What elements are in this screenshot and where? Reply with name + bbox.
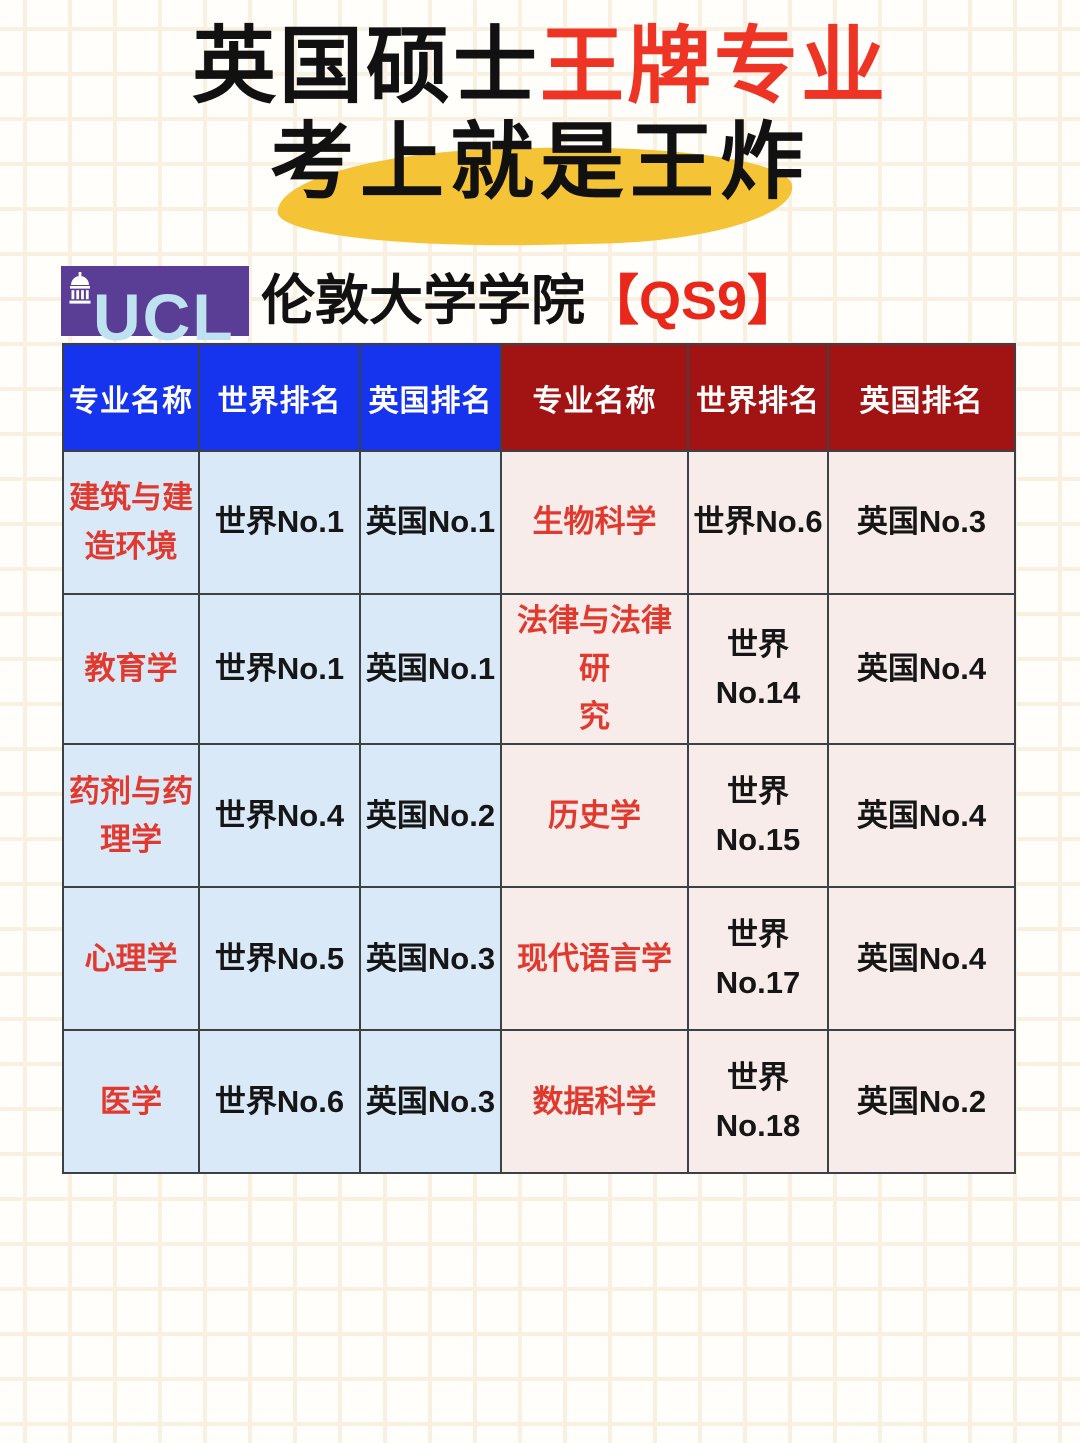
major-cell: 数据科学	[500, 1029, 689, 1175]
uk-rank-cell: 英国No.4	[827, 886, 1016, 1032]
header-major-left: 专业名称	[62, 343, 200, 452]
major-cell: 药剂与药 理学	[62, 743, 200, 889]
major-cell: 心理学	[62, 886, 200, 1032]
major-cell: 建筑与建 造环境	[62, 450, 200, 595]
world-rank-cell: 世界No.1	[198, 450, 361, 595]
world-rank-cell: 世界No.4	[198, 743, 361, 889]
uk-rank-cell: 英国No.2	[359, 743, 502, 889]
world-rank-cell: 世界No.5	[198, 886, 361, 1032]
header-world-right: 世界排名	[687, 343, 829, 452]
header-world-left: 世界排名	[198, 343, 361, 452]
title-red-part: 王牌专业	[540, 19, 889, 113]
uk-rank-cell: 英国No.3	[827, 450, 1016, 595]
uk-rank-cell: 英国No.4	[827, 743, 1016, 889]
rankings-table: 专业名称 世界排名 英国排名 专业名称 世界排名 英国排名 建筑与建 造环境 世…	[62, 343, 1016, 1175]
major-cell: 教育学	[62, 592, 200, 746]
subtitle-block: 考上就是王炸	[0, 110, 1080, 260]
uk-rank-cell: 英国No.1	[359, 450, 502, 595]
header-uk-left: 英国排名	[359, 343, 502, 452]
header-major-right: 专业名称	[500, 343, 689, 452]
dome-building-icon	[69, 272, 91, 304]
page-title: 英国硕士王牌专业	[0, 16, 1080, 116]
world-rank-cell: 世界No.1	[198, 592, 361, 746]
uk-rank-cell: 英国No.3	[359, 886, 502, 1032]
table-row: 教育学 世界No.1 英国No.1 法律与法律研 究 世界 No.14 英国No…	[62, 592, 1016, 746]
qs-rank-badge: 【QS9】	[585, 271, 802, 331]
major-cell: 现代语言学	[500, 886, 689, 1032]
world-rank-cell: 世界 No.14	[687, 592, 829, 746]
major-cell: 法律与法律研 究	[500, 592, 689, 746]
uk-rank-cell: 英国No.3	[359, 1029, 502, 1175]
table-header-row: 专业名称 世界排名 英国排名 专业名称 世界排名 英国排名	[62, 343, 1016, 452]
page-subtitle: 考上就是王炸	[269, 115, 810, 209]
table-row: 医学 世界No.6 英国No.3 数据科学 世界 No.18 英国No.2	[62, 1029, 1016, 1175]
world-rank-cell: 世界 No.15	[687, 743, 829, 889]
major-cell: 历史学	[500, 743, 689, 889]
header-uk-right: 英国排名	[827, 343, 1016, 452]
ucl-logo: UCL	[61, 266, 249, 350]
table-row: 药剂与药 理学 世界No.4 英国No.2 历史学 世界 No.15 英国No.…	[62, 743, 1016, 889]
world-rank-cell: 世界No.6	[198, 1029, 361, 1175]
uk-rank-cell: 英国No.4	[827, 592, 1016, 746]
world-rank-cell: 世界 No.18	[687, 1029, 829, 1175]
major-cell: 生物科学	[500, 450, 689, 595]
uk-rank-cell: 英国No.2	[827, 1029, 1016, 1175]
ucl-logo-text: UCL	[93, 280, 235, 354]
table-row: 建筑与建 造环境 世界No.1 英国No.1 生物科学 世界No.6 英国No.…	[62, 450, 1016, 595]
world-rank-cell: 世界 No.17	[687, 886, 829, 1032]
world-rank-cell: 世界No.6	[687, 450, 829, 595]
table-row: 心理学 世界No.5 英国No.3 现代语言学 世界 No.17 英国No.4	[62, 886, 1016, 1032]
university-name-text: 伦敦大学学院	[261, 271, 585, 331]
uk-rank-cell: 英国No.1	[359, 592, 502, 746]
title-black-part: 英国硕士	[191, 19, 540, 113]
major-cell: 医学	[62, 1029, 200, 1175]
university-name: 伦敦大学学院【QS9】	[261, 268, 1041, 334]
